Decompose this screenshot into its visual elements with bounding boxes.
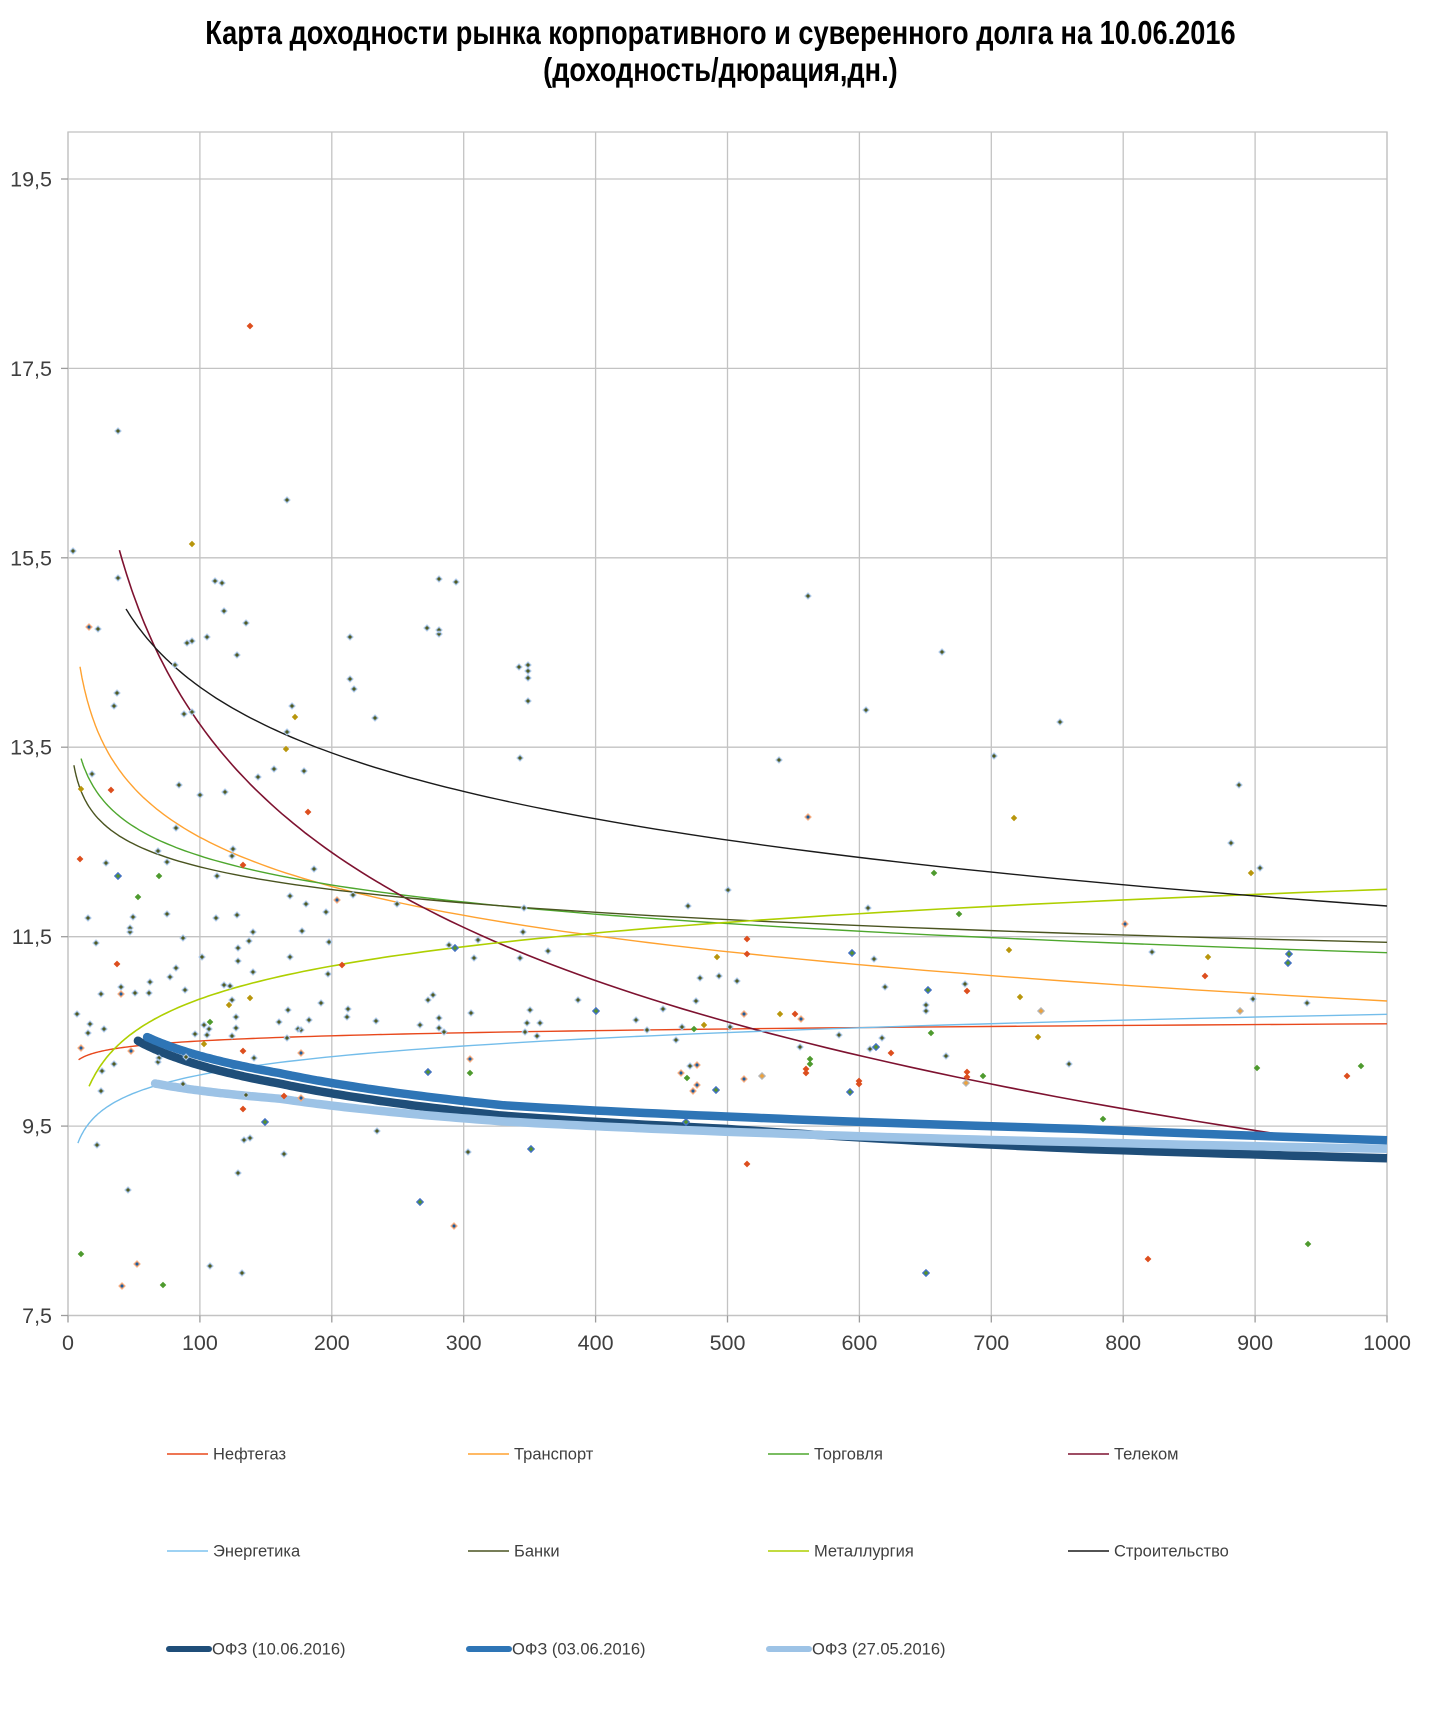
svg-text:0: 0 bbox=[62, 1331, 74, 1355]
svg-text:400: 400 bbox=[578, 1331, 614, 1355]
svg-text:600: 600 bbox=[841, 1331, 877, 1355]
svg-text:ОФЗ (03.06.2016): ОФЗ (03.06.2016) bbox=[512, 1641, 646, 1659]
svg-text:7,5: 7,5 bbox=[22, 1304, 52, 1328]
svg-text:300: 300 bbox=[446, 1331, 482, 1355]
svg-text:ОФЗ (10.06.2016): ОФЗ (10.06.2016) bbox=[212, 1641, 346, 1659]
svg-text:800: 800 bbox=[1105, 1331, 1141, 1355]
svg-text:Транспорт: Транспорт bbox=[514, 1446, 594, 1464]
svg-text:Торговля: Торговля bbox=[814, 1446, 883, 1464]
svg-text:500: 500 bbox=[710, 1331, 746, 1355]
svg-text:19,5: 19,5 bbox=[10, 168, 52, 192]
svg-text:1000: 1000 bbox=[1363, 1331, 1411, 1355]
svg-text:Строительство: Строительство bbox=[1114, 1543, 1229, 1561]
svg-text:Металлургия: Металлургия bbox=[814, 1543, 914, 1561]
svg-text:17,5: 17,5 bbox=[10, 357, 52, 381]
svg-text:700: 700 bbox=[973, 1331, 1009, 1355]
svg-text:15,5: 15,5 bbox=[10, 546, 52, 570]
svg-text:11,5: 11,5 bbox=[12, 925, 52, 949]
svg-text:Нефтегаз: Нефтегаз bbox=[213, 1446, 286, 1464]
svg-text:900: 900 bbox=[1237, 1331, 1273, 1355]
svg-text:Банки: Банки bbox=[514, 1543, 560, 1561]
svg-text:Энергетика: Энергетика bbox=[213, 1543, 301, 1561]
svg-text:Телеком: Телеком bbox=[1114, 1446, 1179, 1464]
svg-text:100: 100 bbox=[182, 1331, 218, 1355]
svg-text:ОФЗ (27.05.2016): ОФЗ (27.05.2016) bbox=[812, 1641, 946, 1659]
svg-text:13,5: 13,5 bbox=[10, 736, 52, 760]
svg-text:9,5: 9,5 bbox=[22, 1115, 52, 1139]
svg-text:200: 200 bbox=[314, 1331, 350, 1355]
